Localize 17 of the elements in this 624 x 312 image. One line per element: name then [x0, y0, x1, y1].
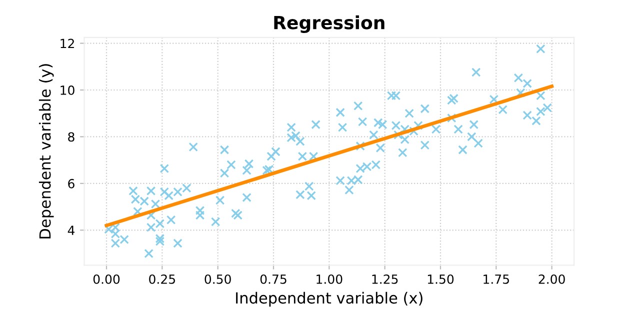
x-tick-label: 1.50	[428, 274, 454, 284]
y-axis-title: Dependent variable (y)	[38, 64, 54, 238]
x-tick-label: 0.25	[149, 274, 175, 284]
x-tick-label: 1.75	[484, 274, 509, 284]
y-tick-label: 4	[68, 226, 75, 235]
y-tick-label: 10	[60, 85, 74, 95]
x-tick-label: 0.00	[93, 274, 120, 284]
y-tick-label: 6	[68, 178, 74, 188]
x-tick-label: 1.25	[372, 274, 398, 284]
y-tick-label: 12	[60, 38, 74, 48]
x-axis-title: Independent variable (x)	[236, 292, 422, 307]
x-tick-label: 0.75	[260, 274, 286, 284]
x-tick-label: 2.00	[538, 274, 565, 284]
y-tick-label: 8	[68, 132, 74, 142]
x-tick-label: 1.00	[316, 274, 342, 284]
chart-title: Regression	[274, 15, 384, 34]
x-tick-label: 0.50	[204, 274, 231, 284]
